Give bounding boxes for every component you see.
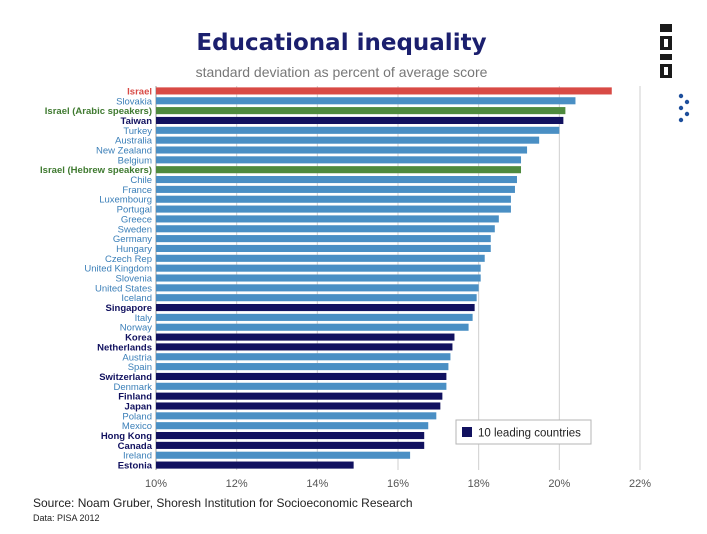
bar — [156, 156, 522, 164]
category-label: Ireland — [123, 451, 152, 462]
bar — [156, 185, 515, 193]
category-label: Canada — [118, 441, 153, 452]
category-label: Estonia — [118, 461, 153, 472]
bar — [156, 116, 564, 125]
bar — [156, 422, 429, 430]
bar — [156, 372, 447, 381]
category-label: Luxembourg — [99, 195, 152, 206]
bar — [156, 136, 540, 144]
category-label: Germany — [113, 234, 152, 245]
category-label: Singapore — [106, 303, 152, 314]
category-label: Chile — [130, 175, 152, 186]
shoresh-logo — [655, 22, 695, 132]
category-label: Finland — [118, 392, 152, 403]
bar — [156, 235, 491, 243]
bar — [156, 402, 441, 410]
category-label: Australia — [115, 136, 153, 147]
x-tick-label: 12% — [226, 478, 248, 490]
shoresh-logo-dots-icon — [678, 93, 690, 123]
bar — [156, 303, 475, 312]
category-label: Denmark — [113, 382, 152, 393]
category-label: Israel (Arabic speakers) — [45, 106, 152, 117]
category-label: Switzerland — [99, 372, 152, 383]
category-label: Iceland — [121, 293, 152, 304]
bar — [156, 195, 511, 203]
category-label: Portugal — [117, 205, 152, 216]
bar — [156, 107, 566, 115]
bar — [156, 284, 479, 292]
legend-box — [455, 419, 592, 445]
category-label: Israel (Hebrew speakers) — [40, 165, 152, 176]
category-label: Korea — [125, 333, 153, 344]
category-label: Netherlands — [97, 342, 152, 353]
category-label: Czech Rep — [105, 254, 152, 265]
category-label: Spain — [128, 362, 152, 373]
bar — [156, 244, 491, 253]
bar — [156, 313, 473, 321]
bar — [156, 333, 455, 341]
category-label: Italy — [135, 313, 153, 324]
category-label: Israel — [127, 86, 152, 97]
category-label: Norway — [120, 323, 152, 334]
bar — [156, 205, 511, 213]
source-note: Source: Noam Gruber, Shoresh Institution… — [33, 496, 413, 510]
bar — [156, 392, 443, 400]
category-label: Slovakia — [116, 96, 153, 107]
bar — [156, 461, 354, 469]
category-label: United Kingdom — [84, 264, 152, 275]
bar — [156, 451, 411, 459]
bar — [156, 441, 425, 449]
bar — [156, 225, 495, 233]
bar — [156, 126, 560, 134]
bar — [156, 353, 451, 361]
x-tick-label: 16% — [387, 478, 409, 490]
bar — [156, 175, 517, 184]
bar — [156, 343, 453, 351]
bar — [156, 274, 481, 282]
shoresh-logo-mark-icon — [660, 24, 672, 78]
category-label: Turkey — [123, 126, 152, 137]
category-label: Slovenia — [116, 274, 153, 285]
category-label: Poland — [122, 411, 152, 422]
x-tick-label: 20% — [548, 478, 570, 490]
category-label: France — [122, 185, 152, 196]
category-label: Japan — [125, 402, 153, 413]
x-tick-label: 18% — [468, 478, 490, 490]
category-label: New Zealand — [96, 146, 152, 157]
category-label: Austria — [122, 352, 152, 363]
bar — [156, 254, 485, 262]
bar — [156, 97, 576, 105]
bar — [156, 323, 469, 331]
bar — [156, 87, 612, 95]
bar — [156, 431, 425, 440]
x-tick-label: 22% — [629, 478, 651, 490]
legend-swatch — [462, 427, 472, 437]
chart-title: Educational inequality — [196, 30, 487, 56]
bar — [156, 294, 477, 302]
legend-label: 10 leading countries — [478, 428, 581, 440]
category-label: Hungary — [116, 244, 152, 255]
category-label: United States — [95, 283, 152, 294]
bar — [156, 166, 522, 174]
bar — [156, 215, 499, 223]
x-tick-label: 10% — [145, 478, 167, 490]
bar — [156, 412, 437, 420]
category-label: Greece — [121, 214, 152, 225]
category-label: Taiwan — [121, 116, 153, 127]
category-label: Mexico — [122, 421, 152, 432]
category-label: Hong Kong — [101, 431, 152, 442]
x-tick-label: 14% — [306, 478, 328, 490]
data-note: Data: PISA 2012 — [33, 513, 100, 523]
chart-subtitle: standard deviation as percent of average… — [195, 64, 488, 80]
category-label: Sweden — [118, 224, 152, 235]
category-label: Belgium — [118, 155, 152, 166]
bar — [156, 264, 481, 272]
bar — [156, 382, 447, 390]
bar — [156, 363, 449, 371]
bar — [156, 146, 528, 154]
